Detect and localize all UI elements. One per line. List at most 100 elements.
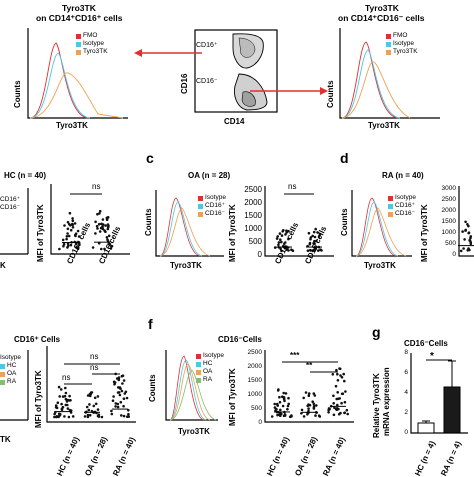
data-point: [336, 403, 339, 407]
data-point: [56, 401, 60, 404]
data-point: [115, 377, 119, 380]
arrow-right: [250, 87, 328, 95]
top-left-ylabel: Counts: [13, 80, 22, 108]
data-point: [88, 403, 91, 406]
panel-e-dotplot: [46, 346, 136, 423]
data-point: [66, 232, 69, 235]
gate-neg-label: CD16⁻: [196, 78, 218, 85]
data-point: [327, 407, 331, 410]
data-point: [69, 243, 73, 247]
data-point: [92, 404, 96, 408]
data-point: [462, 247, 465, 250]
data-point: [104, 224, 107, 227]
panel-c-ylabel: MFI of Tyro3TK: [228, 204, 237, 262]
data-point: [285, 248, 289, 251]
data-point: [96, 212, 99, 216]
data-point: [64, 386, 67, 390]
data-point: [74, 234, 77, 238]
panel-e-hist-axis: [0, 350, 29, 421]
data-point: [122, 404, 125, 408]
panel-g-letter: g: [372, 324, 381, 340]
data-point: [86, 413, 90, 417]
data-point: [53, 415, 56, 419]
data-point: [314, 247, 317, 251]
panel-g-title: CD16⁻Cells: [404, 339, 448, 348]
data-point: [315, 239, 318, 243]
data-point: [463, 238, 466, 241]
data-point: [100, 415, 104, 419]
data-point: [290, 415, 293, 418]
top-left-histogram: [27, 28, 128, 119]
panel-f-sig-2: **: [306, 361, 313, 370]
panel-d-counts: Counts: [340, 208, 349, 236]
data-point: [287, 402, 290, 406]
data-point: [93, 396, 97, 400]
data-point: [86, 394, 90, 397]
data-point: [327, 411, 330, 414]
panel-d-legend: Isotype CD16⁺ CD16⁻: [388, 194, 416, 218]
data-point: [302, 396, 305, 400]
data-point: [276, 235, 279, 238]
data-point: [66, 242, 70, 246]
data-point: [121, 374, 125, 377]
data-point: [276, 402, 279, 406]
data-point: [96, 408, 100, 411]
data-point: [66, 227, 70, 231]
data-point: [105, 236, 109, 239]
data-point: [312, 407, 316, 410]
data-point: [311, 234, 314, 238]
panel-e-ylabel: MFI of Tyro3TK: [34, 370, 43, 428]
data-point: [57, 414, 61, 418]
data-point: [317, 414, 321, 417]
data-point: [308, 241, 312, 245]
data-point: [313, 239, 316, 243]
data-point: [469, 236, 472, 240]
panel-e-xtick-1: HC (n = 40): [55, 435, 82, 477]
data-point: [281, 404, 285, 408]
data-point: [66, 403, 69, 407]
arrow-left: [134, 49, 202, 57]
panel-f-title: CD16⁻Cells: [218, 335, 262, 344]
data-point: [467, 247, 470, 250]
panel-c-legend: Isotype CD16⁺ CD16⁻: [198, 194, 226, 218]
panel-f-yticks: 2500 2000 1500 1000 500 0: [247, 349, 262, 426]
data-point: [74, 232, 78, 235]
panel-f-legend: Isotype HC OA RA: [196, 352, 224, 384]
data-point: [94, 402, 98, 406]
data-point: [312, 404, 316, 408]
panel-b-legend-fragment: CD16⁺ CD16⁻: [0, 196, 21, 211]
panel-c-xlabel: Tyro3TK: [170, 261, 202, 270]
data-point: [332, 402, 335, 405]
data-point: [307, 231, 311, 235]
data-point: [77, 235, 81, 238]
panel-d-ylabel: MFI of Tyro3TK: [420, 204, 429, 262]
data-point: [314, 414, 317, 417]
data-point: [114, 405, 117, 408]
top-left-title-2: on CD14⁺CD16⁺ cells: [36, 13, 123, 23]
data-point: [68, 211, 72, 215]
data-point: [68, 223, 71, 226]
panel-f-xtick-2: OA (n = 28): [293, 435, 320, 477]
data-point: [277, 243, 280, 247]
data-point: [339, 411, 342, 415]
data-point: [107, 224, 110, 228]
data-point: [98, 209, 102, 213]
data-point: [67, 415, 71, 419]
data-point: [122, 397, 126, 400]
panel-c-dotplot: [264, 186, 334, 257]
panel-d-letter: d: [340, 150, 349, 166]
data-point: [317, 249, 320, 252]
data-point: [340, 376, 344, 379]
data-point: [98, 212, 101, 215]
panel-d-dotplot: [458, 186, 474, 257]
data-point: [55, 415, 58, 419]
data-point: [345, 408, 349, 412]
top-left-title-1: Tyro3TK: [62, 3, 96, 13]
data-point: [101, 226, 104, 229]
data-point: [125, 396, 129, 400]
data-point: [116, 402, 120, 406]
panel-f-counts: Counts: [148, 374, 157, 402]
data-point: [66, 246, 69, 249]
data-point: [127, 412, 130, 416]
data-point: [469, 241, 472, 244]
